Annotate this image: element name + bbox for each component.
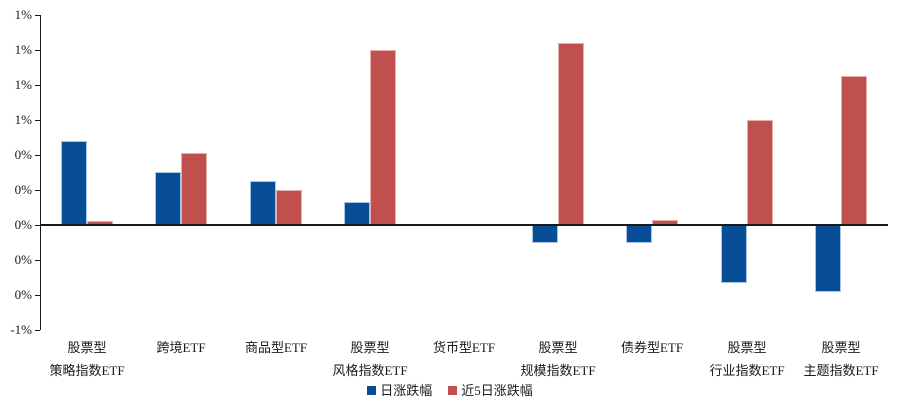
- legend-swatch-daily: [367, 386, 377, 395]
- x-category-label: 风格指数ETF: [332, 363, 408, 378]
- y-tick-mark: [35, 330, 40, 331]
- y-tick-label: 0%: [14, 217, 32, 232]
- bar-5day-1: [181, 153, 207, 225]
- y-tick-label: -1%: [10, 322, 32, 337]
- legend-item-5day: 近5日涨跌幅: [448, 383, 533, 398]
- bar-daily-0: [61, 141, 87, 225]
- bar-daily-6: [626, 225, 652, 243]
- x-axis-zero-line: [40, 224, 888, 226]
- x-category-label: 行业指数ETF: [709, 363, 785, 378]
- x-category-label: 主题指数ETF: [803, 363, 879, 378]
- bar-daily-8: [815, 225, 841, 292]
- y-tick-label: 1%: [14, 112, 32, 127]
- x-category-label: 股票型: [350, 340, 390, 355]
- y-tick-label: 1%: [14, 77, 32, 92]
- bar-5day-6: [652, 220, 678, 225]
- y-tick-mark: [35, 120, 40, 121]
- y-tick-label: 0%: [14, 147, 32, 162]
- bar-daily-3: [344, 202, 370, 225]
- x-category-label: 跨境ETF: [156, 340, 206, 355]
- legend-swatch-5day: [448, 386, 458, 395]
- x-category-label: 策略指数ETF: [49, 363, 125, 378]
- x-category-label: 规模指数ETF: [520, 363, 596, 378]
- legend-label-5day: 近5日涨跌幅: [461, 383, 533, 398]
- bar-daily-2: [250, 181, 276, 225]
- y-tick-mark: [35, 85, 40, 86]
- y-tick-mark: [35, 295, 40, 296]
- y-tick-label: 0%: [14, 287, 32, 302]
- bar-daily-1: [155, 172, 181, 225]
- bar-5day-0: [87, 221, 113, 225]
- bar-5day-7: [747, 120, 773, 225]
- bar-5day-8: [841, 76, 867, 225]
- legend-item-daily: 日涨跌幅: [367, 383, 432, 398]
- y-axis-line: [40, 15, 41, 330]
- bar-daily-5: [532, 225, 558, 243]
- x-category-label: 货币型ETF: [432, 340, 496, 355]
- bar-5day-3: [370, 50, 396, 225]
- legend: 日涨跌幅 近5日涨跌幅: [0, 383, 900, 398]
- legend-label-daily: 日涨跌幅: [380, 383, 433, 398]
- y-tick-mark: [35, 225, 40, 226]
- y-tick-mark: [35, 50, 40, 51]
- y-tick-mark: [35, 15, 40, 16]
- y-tick-mark: [35, 190, 40, 191]
- x-category-label: 股票型: [727, 340, 767, 355]
- y-tick-label: 1%: [14, 42, 32, 57]
- y-tick-label: 0%: [14, 182, 32, 197]
- x-category-label: 债券型ETF: [620, 340, 684, 355]
- y-tick-mark: [35, 155, 40, 156]
- y-tick-mark: [35, 260, 40, 261]
- x-category-label: 股票型: [538, 340, 578, 355]
- x-category-label: 股票型: [821, 340, 861, 355]
- y-tick-label: 0%: [14, 252, 32, 267]
- bar-5day-5: [558, 43, 584, 225]
- bar-daily-7: [721, 225, 747, 283]
- x-category-label: 股票型: [67, 340, 107, 355]
- bar-5day-2: [276, 190, 302, 225]
- x-category-label: 商品型ETF: [244, 340, 308, 355]
- y-tick-label: 1%: [14, 7, 32, 22]
